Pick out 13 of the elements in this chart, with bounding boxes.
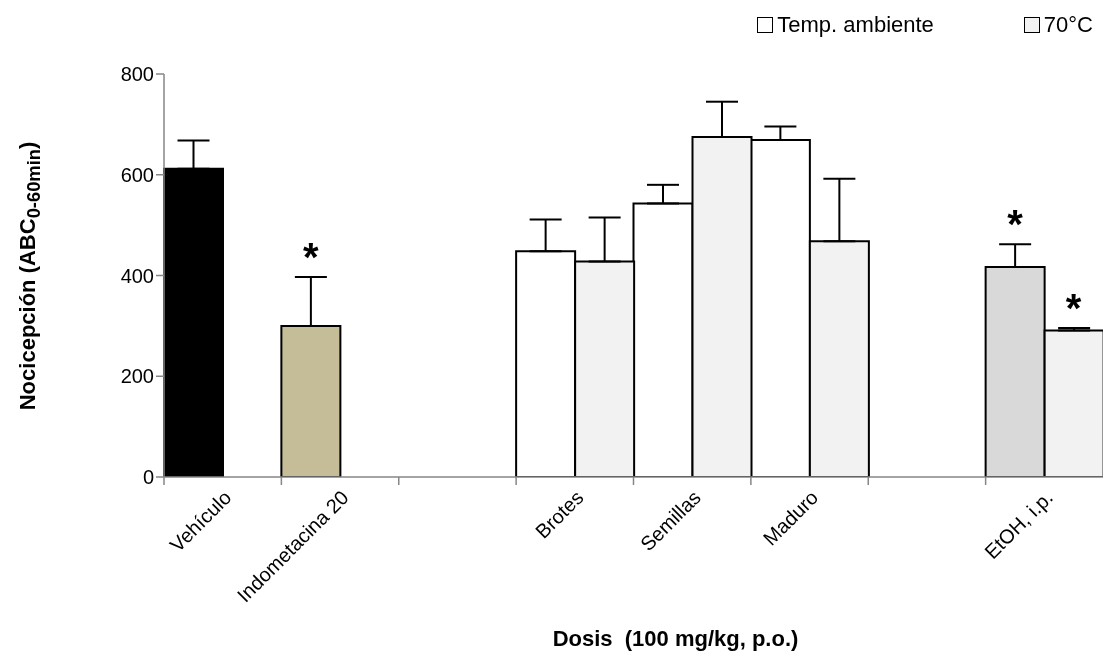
data-label: *: [1006, 202, 1024, 247]
bar: [280, 324, 342, 477]
y-tick-label: 0: [142, 466, 154, 489]
x-axis-title: Dosis (100 mg/kg, p.o.): [551, 626, 800, 652]
y-tick-label: 400: [120, 264, 154, 287]
bar: [163, 167, 224, 477]
y-tick-label: 200: [120, 365, 154, 388]
data-label: *: [301, 235, 320, 279]
legend-label: Temp. ambiente: [777, 12, 934, 38]
y-tick-label: 600: [120, 163, 154, 186]
y-tick-label: 800: [120, 63, 154, 86]
data-label: *: [1064, 285, 1083, 330]
legend-label: 70°C: [1043, 12, 1093, 38]
